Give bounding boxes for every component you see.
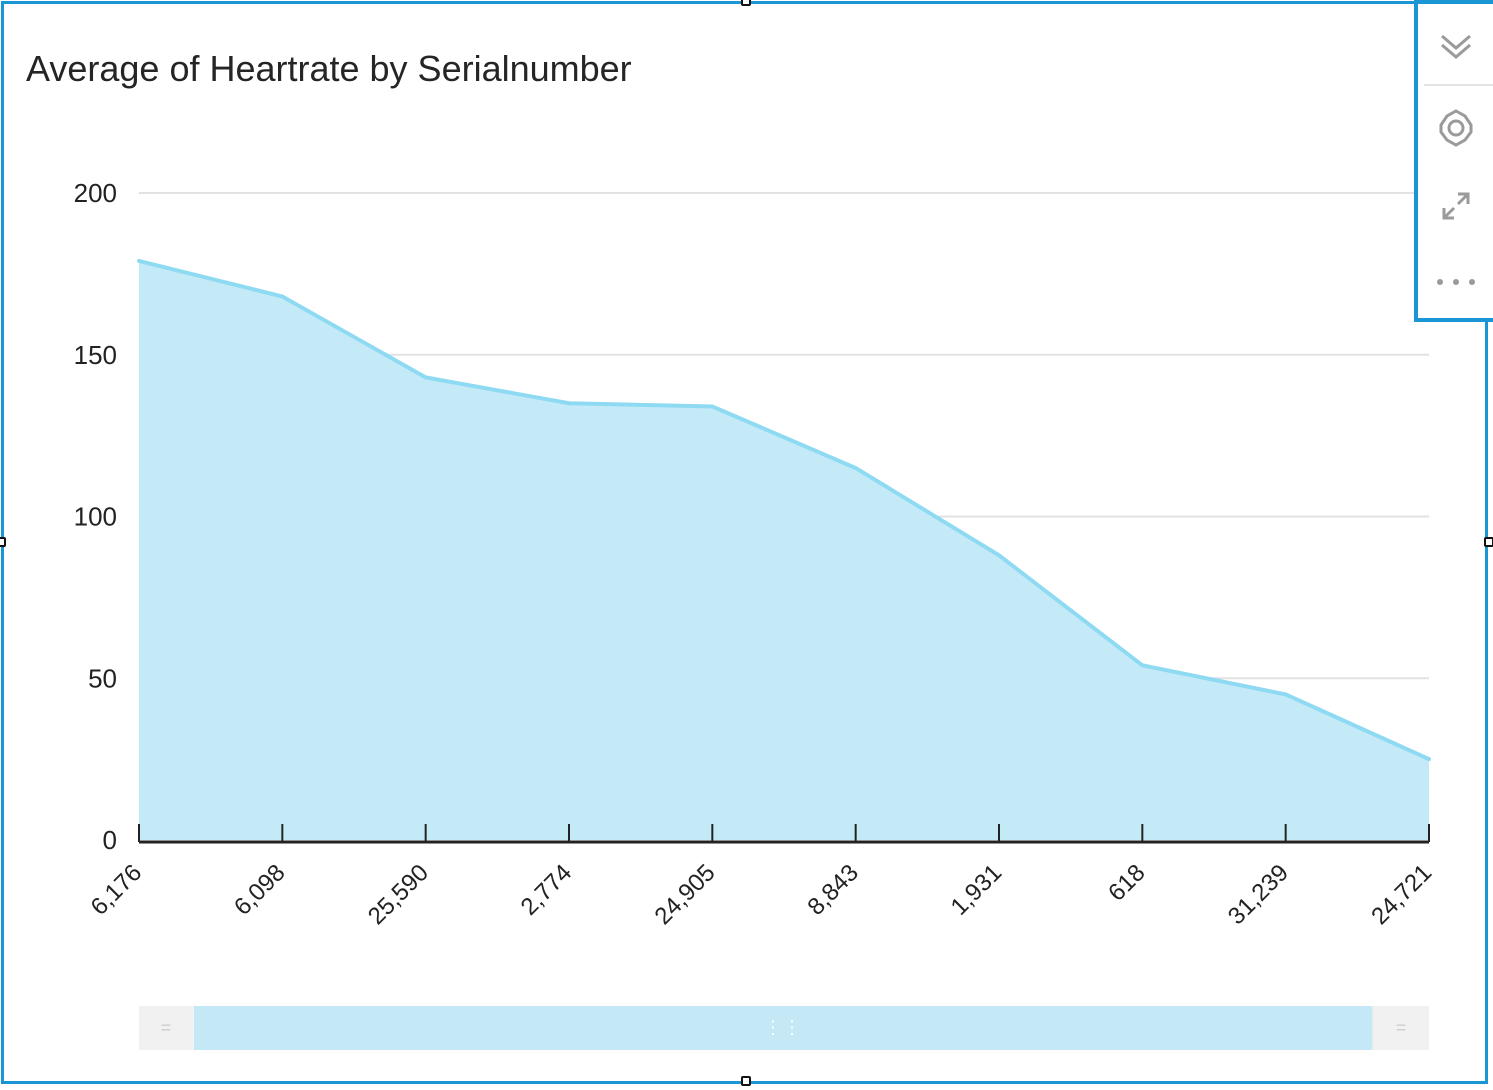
data-point[interactable]	[567, 401, 571, 406]
data-point[interactable]	[1427, 757, 1431, 762]
y-tick-label: 100	[74, 502, 117, 532]
expand-icon[interactable]	[1418, 176, 1493, 236]
x-tick-label: 6,098	[229, 859, 291, 921]
chevrons-down-icon[interactable]	[1418, 16, 1493, 76]
zoom-slider-thumb[interactable]: ⋮⋮	[194, 1006, 1372, 1050]
zoom-slider-right-handle[interactable]: =	[1374, 1006, 1429, 1050]
x-tick-label: 24,905	[650, 859, 721, 930]
resize-handle-top[interactable]	[741, 0, 751, 6]
y-tick-label: 150	[74, 340, 117, 370]
data-point[interactable]	[853, 465, 858, 470]
toolbar-divider	[1424, 84, 1493, 86]
data-point[interactable]	[710, 404, 715, 409]
data-point[interactable]	[1283, 692, 1288, 697]
x-tick-label: 1,931	[946, 859, 1008, 921]
visual-header-toolbar	[1414, 0, 1493, 322]
chart-title: Average of Heartrate by Serialnumber	[26, 48, 632, 89]
series-line	[138, 258, 1430, 761]
y-tick-label: 0	[103, 825, 117, 855]
data-point[interactable]	[1140, 663, 1145, 668]
data-point[interactable]	[280, 294, 285, 299]
zoom-slider[interactable]: = ⋮⋮ =	[139, 1006, 1429, 1050]
data-point[interactable]	[137, 258, 141, 263]
data-point[interactable]	[423, 375, 428, 380]
gear-icon[interactable]	[1418, 98, 1493, 158]
y-tick-label: 200	[74, 178, 117, 208]
area-fill	[139, 260, 1429, 840]
resize-handle-bottom[interactable]	[741, 1076, 751, 1086]
more-icon[interactable]	[1418, 252, 1493, 312]
y-axis-ticks: 0 50 100 150 200	[74, 178, 117, 855]
x-tick-label: 31,239	[1223, 859, 1294, 930]
data-points	[137, 258, 1431, 762]
x-tick-label: 618	[1103, 859, 1150, 906]
x-tick-label: 8,843	[802, 859, 864, 921]
y-tick-label: 50	[88, 663, 117, 693]
x-tick-label: 2,774	[516, 859, 578, 921]
zoom-slider-left-handle[interactable]: =	[139, 1006, 194, 1050]
x-tick-label: 25,590	[363, 859, 434, 930]
x-tick-label: 6,176	[86, 859, 148, 921]
resize-handle-left[interactable]	[0, 537, 6, 547]
data-point[interactable]	[997, 553, 1001, 558]
x-tick-label: 24,721	[1366, 859, 1437, 930]
